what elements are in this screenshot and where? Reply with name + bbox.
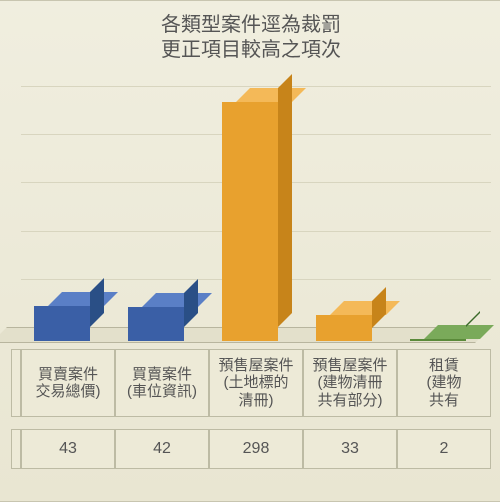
category-cell: 預售屋案件(建物清冊共有部分) [303, 349, 397, 417]
bar [316, 315, 372, 342]
bar [410, 339, 466, 341]
legend-gutter [11, 349, 21, 417]
title-line1: 各類型案件逕為裁罰 [161, 14, 341, 36]
chart-area: 各類型案件逕為裁罰 更正項目較高之項次 買賣案件交易總價) 43買賣案件(車位資訊… [0, 0, 500, 502]
value-cell: 2 [397, 429, 491, 469]
value-cell: 33 [303, 429, 397, 469]
value-cell: 43 [21, 429, 115, 469]
plot-region [21, 86, 491, 341]
value-cell: 42 [115, 429, 209, 469]
value-cell: 298 [209, 429, 303, 469]
category-cell: 買賣案件(車位資訊) [115, 349, 209, 417]
category-cell: 預售屋案件(土地標的清冊) [209, 349, 303, 417]
legend-gutter [11, 429, 21, 469]
bar [34, 306, 90, 341]
category-cell: 買賣案件交易總價) [21, 349, 115, 417]
bar [128, 307, 184, 341]
gridline [21, 86, 491, 87]
title-line2: 更正項目較高之項次 [161, 39, 341, 61]
bar [222, 102, 278, 341]
category-cell: 租賃(建物共有 [397, 349, 491, 417]
chart-title: 各類型案件逕為裁罰 更正項目較高之項次 [0, 13, 500, 63]
